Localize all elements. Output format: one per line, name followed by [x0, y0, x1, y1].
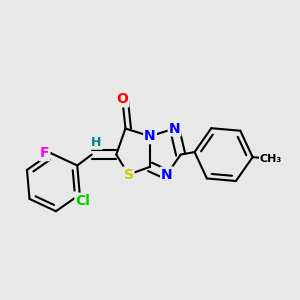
- Text: F: F: [40, 146, 50, 160]
- Text: CH₃: CH₃: [260, 154, 282, 164]
- Text: N: N: [144, 129, 156, 143]
- Text: S: S: [124, 167, 134, 182]
- Text: O: O: [116, 92, 128, 106]
- Text: N: N: [161, 167, 173, 182]
- Text: H: H: [91, 136, 101, 149]
- Text: N: N: [169, 122, 180, 136]
- Text: Cl: Cl: [75, 194, 90, 208]
